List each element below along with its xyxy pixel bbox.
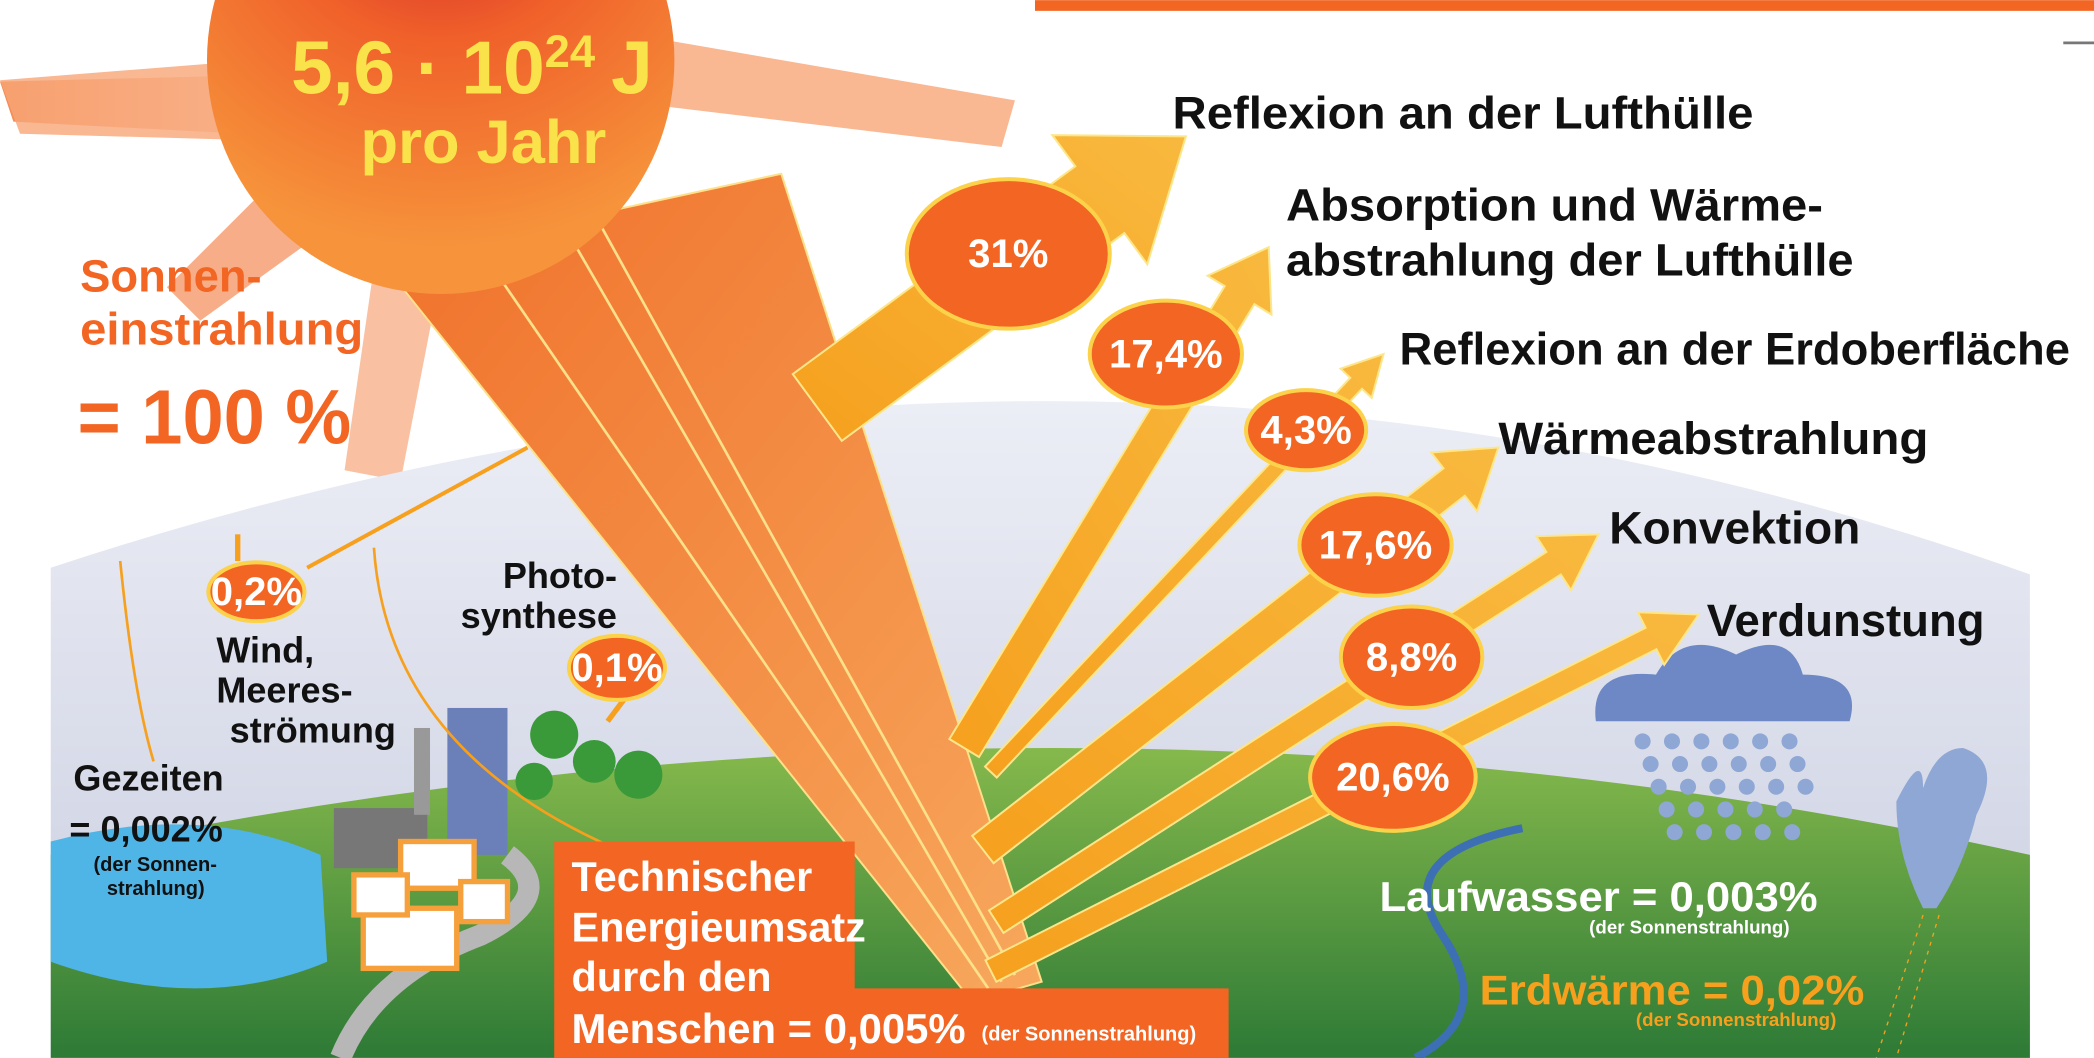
drop: [1643, 756, 1659, 772]
flow-label: abstrahlung der Lufthülle: [1286, 234, 1854, 285]
drop: [1723, 733, 1739, 749]
flow-label: Verdunstung: [1707, 595, 1985, 646]
running-water-label: Laufwasser = 0,003%: [1380, 874, 1818, 920]
drop: [1659, 801, 1675, 817]
flow-label: Absorption und Wärme-: [1286, 180, 1823, 231]
drop: [1672, 756, 1688, 772]
badge-label: 0,1%: [571, 646, 662, 690]
unit: J: [611, 26, 653, 110]
geothermal-note: (der Sonnenstrahlung): [1636, 1009, 1836, 1030]
ray: [614, 34, 1015, 148]
badge-label: 31%: [968, 232, 1048, 276]
chimney: [414, 728, 430, 815]
insolation: Sonnen- einstrahlung = 100 %: [77, 250, 363, 460]
badge-label: 20,6%: [1336, 756, 1450, 800]
drop: [1680, 779, 1696, 795]
tree: [530, 711, 578, 759]
tree: [614, 751, 662, 799]
wind-label: strömung: [230, 710, 396, 751]
badge-label: 17,6%: [1319, 523, 1433, 567]
drop: [1635, 733, 1651, 749]
wind-label: Wind,: [216, 630, 314, 671]
tides-label: Gezeiten: [73, 758, 223, 799]
technical-note: (der Sonnenstrahlung): [982, 1023, 1197, 1045]
drop: [1651, 779, 1667, 795]
infographic: 5,6 · 1024 J pro Jahr Sonnen- einstrahlun…: [0, 0, 2094, 1058]
badge-label: 0,2%: [211, 570, 302, 614]
technical-line: Technischer: [572, 854, 813, 900]
geothermal-label: Erdwärme = 0,02%: [1480, 967, 1865, 1013]
drop: [1717, 801, 1733, 817]
flow-label: Reflexion an der Lufthülle: [1173, 87, 1754, 138]
drop: [1784, 824, 1800, 840]
drop: [1739, 779, 1755, 795]
top-bar: [1035, 0, 2094, 11]
photosynthesis-label: Photo-: [503, 555, 617, 596]
drop: [1667, 824, 1683, 840]
drop: [1760, 756, 1776, 772]
flow-label: Reflexion an der Erdoberfläche: [1400, 324, 2070, 375]
flow-label: Wärmeabstrahlung: [1498, 413, 1928, 464]
drop: [1798, 779, 1814, 795]
drop: [1752, 733, 1768, 749]
exponent: 24: [545, 26, 595, 77]
insolation-value: = 100 %: [77, 375, 351, 461]
technical-line: Menschen = 0,005%: [572, 1006, 966, 1052]
drop: [1776, 801, 1792, 817]
insolation-line: Sonnen-: [80, 250, 262, 301]
tree: [573, 740, 616, 783]
photosynthesis-label: synthese: [461, 595, 617, 636]
tides-note: strahlung): [107, 878, 205, 900]
house: [461, 882, 508, 922]
running-water-note: (der Sonnenstrahlung): [1589, 917, 1789, 938]
drop: [1731, 756, 1747, 772]
house: [354, 875, 407, 915]
badge-label: 8,8%: [1366, 635, 1457, 679]
drop: [1664, 733, 1680, 749]
badge-label: 4,3%: [1260, 408, 1351, 452]
tides-note: (der Sonnen-: [93, 854, 216, 876]
drop: [1747, 801, 1763, 817]
tides-label: = 0,002%: [69, 808, 222, 849]
drop: [1709, 779, 1725, 795]
flow-label: Konvektion: [1609, 503, 1860, 554]
energy: 5,6 · 10: [291, 26, 545, 110]
drop: [1725, 824, 1741, 840]
badge-label: 17,4%: [1109, 332, 1223, 376]
sun-period: pro Jahr: [361, 108, 607, 177]
drop: [1693, 733, 1709, 749]
technical-line: durch den: [572, 954, 772, 1000]
drop: [1696, 824, 1712, 840]
technical-line: Energieumsatz: [572, 905, 866, 951]
drop: [1782, 733, 1798, 749]
drop: [1790, 756, 1806, 772]
drop: [1768, 779, 1784, 795]
drop: [1701, 756, 1717, 772]
wind-label: Meeres-: [216, 670, 352, 711]
drop: [1755, 824, 1771, 840]
drop: [1688, 801, 1704, 817]
page: 5,6 · 1024 J pro Jahr Sonnen- einstrahlun…: [0, 0, 2094, 1058]
tree: [515, 763, 552, 800]
insolation-line: einstrahlung: [80, 304, 363, 355]
